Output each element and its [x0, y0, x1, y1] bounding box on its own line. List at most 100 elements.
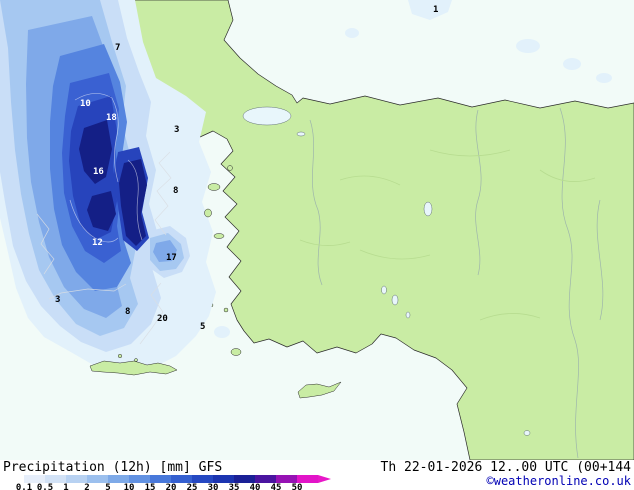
precip-level-3-east — [153, 240, 177, 262]
legend-tick-label: 50 — [291, 483, 303, 490]
legend-segment — [66, 475, 87, 483]
legend-tick-label: 1 — [63, 483, 69, 490]
legend-segment — [108, 475, 129, 483]
sea-of-marmara — [242, 106, 292, 126]
river — [596, 199, 604, 321]
lake-tuz — [423, 201, 433, 217]
terrain-contour — [429, 149, 511, 157]
legend-segment — [129, 475, 150, 483]
terrain-contour — [539, 169, 596, 182]
legend-tick-label: 30 — [207, 483, 219, 490]
precip-patch — [214, 326, 230, 338]
precip-patch — [563, 58, 581, 70]
legend-tick-label: 40 — [249, 483, 261, 490]
precip-value-label: 8 — [125, 307, 131, 317]
precip-value-label: 5 — [200, 322, 206, 332]
legend-tick-label: 10 — [123, 483, 135, 490]
precip-value-label: 16 — [93, 167, 104, 177]
copyright-label: ©weatheronline.co.uk — [486, 474, 632, 488]
legend-segment — [234, 475, 255, 483]
precip-value-label: 17 — [166, 253, 177, 263]
island — [117, 353, 123, 359]
coast-under-precip — [139, 282, 164, 345]
precip-contour — [74, 93, 119, 183]
legend-tick-label: 35 — [228, 483, 240, 490]
chios-island — [204, 208, 212, 218]
south-islands-group — [89, 165, 342, 399]
legend-tick-label: 25 — [186, 483, 198, 490]
legend-tick-label: 5 — [105, 483, 111, 490]
river — [309, 119, 323, 286]
legend-segment — [213, 475, 234, 483]
precip-value-label: 12 — [92, 238, 103, 248]
terrain-contour — [299, 239, 351, 246]
precip-contour — [127, 159, 143, 241]
coast-under-precip — [154, 151, 172, 236]
precip-core — [87, 191, 116, 231]
lake — [391, 294, 399, 306]
river — [559, 107, 579, 459]
rhodes-island — [230, 348, 242, 356]
legend-tick-labels: 0.1 0.5 1 2 5 10 15 20 25 30 35 40 45 50 — [3, 483, 363, 490]
precipitation-field — [0, 0, 612, 373]
samos-island — [213, 233, 225, 239]
valid-time-label: Th 22-01-2026 12..00 UTC (00+144 — [380, 460, 631, 475]
island — [134, 358, 138, 362]
lesbos-island — [207, 183, 221, 191]
precip-value-label: 18 — [106, 113, 117, 123]
legend-segment — [45, 475, 66, 483]
precip-value-label: 8 — [173, 186, 179, 196]
precip-core — [79, 120, 112, 184]
precip-contour — [69, 199, 119, 243]
legend-segment — [297, 475, 318, 483]
precip-patch — [516, 39, 540, 53]
terrain-contour — [479, 313, 541, 321]
island — [227, 165, 233, 171]
legend-segment — [150, 475, 171, 483]
terrain-contour — [359, 249, 431, 260]
legend-segment — [276, 475, 297, 483]
legend-segment — [87, 475, 108, 483]
precip-value-label: 10 — [80, 99, 91, 109]
precip-value-label: 1 — [433, 5, 439, 15]
forecast-map: 7 10 18 3 16 8 12 17 3 8 20 5 1 — [0, 0, 634, 460]
precip-patch — [596, 73, 612, 83]
precip-patch — [408, 0, 452, 20]
legend — [3, 475, 363, 483]
map-canvas — [0, 0, 634, 460]
crete-island — [89, 360, 178, 376]
legend-block: Precipitation (12h) [mm] GFS 0.1 0.5 1 2 5 10… — [3, 461, 363, 490]
river — [475, 109, 482, 276]
precip-patch — [345, 28, 359, 38]
map-title: Precipitation (12h) [mm] GFS — [3, 460, 223, 475]
legend-segment — [192, 475, 213, 483]
legend-segment — [171, 475, 192, 483]
island — [223, 307, 229, 313]
datetime-block: Th 22-01-2026 12..00 UTC (00+144 ©weathe… — [381, 461, 631, 490]
lake — [405, 311, 411, 319]
precip-core — [119, 159, 147, 246]
precip-value-label: 3 — [55, 295, 61, 305]
precip-value-label: 20 — [157, 314, 168, 324]
lake — [523, 430, 531, 436]
legend-tick-label: 15 — [144, 483, 156, 490]
legend-arrow-icon — [318, 475, 331, 483]
legend-tick-label: 45 — [270, 483, 282, 490]
water-features-group — [242, 106, 604, 459]
legend-segment — [3, 475, 24, 483]
cyprus-island — [297, 381, 342, 399]
coast-under-precip — [36, 213, 55, 275]
precip-value-label: 3 — [174, 125, 180, 135]
terrain-contour — [339, 175, 401, 186]
legend-tick-label: 20 — [165, 483, 177, 490]
lake — [296, 131, 306, 137]
legend-tick-label: 0.1 — [15, 483, 33, 490]
legend-segment — [255, 475, 276, 483]
legend-tick-label: 2 — [84, 483, 90, 490]
legend-segment — [24, 475, 45, 483]
precip-value-label: 7 — [115, 43, 121, 53]
lake — [381, 285, 387, 295]
legend-tick-label: 0.5 — [36, 483, 54, 490]
caption-bar: Precipitation (12h) [mm] GFS 0.1 0.5 1 2 5 10… — [0, 460, 634, 490]
